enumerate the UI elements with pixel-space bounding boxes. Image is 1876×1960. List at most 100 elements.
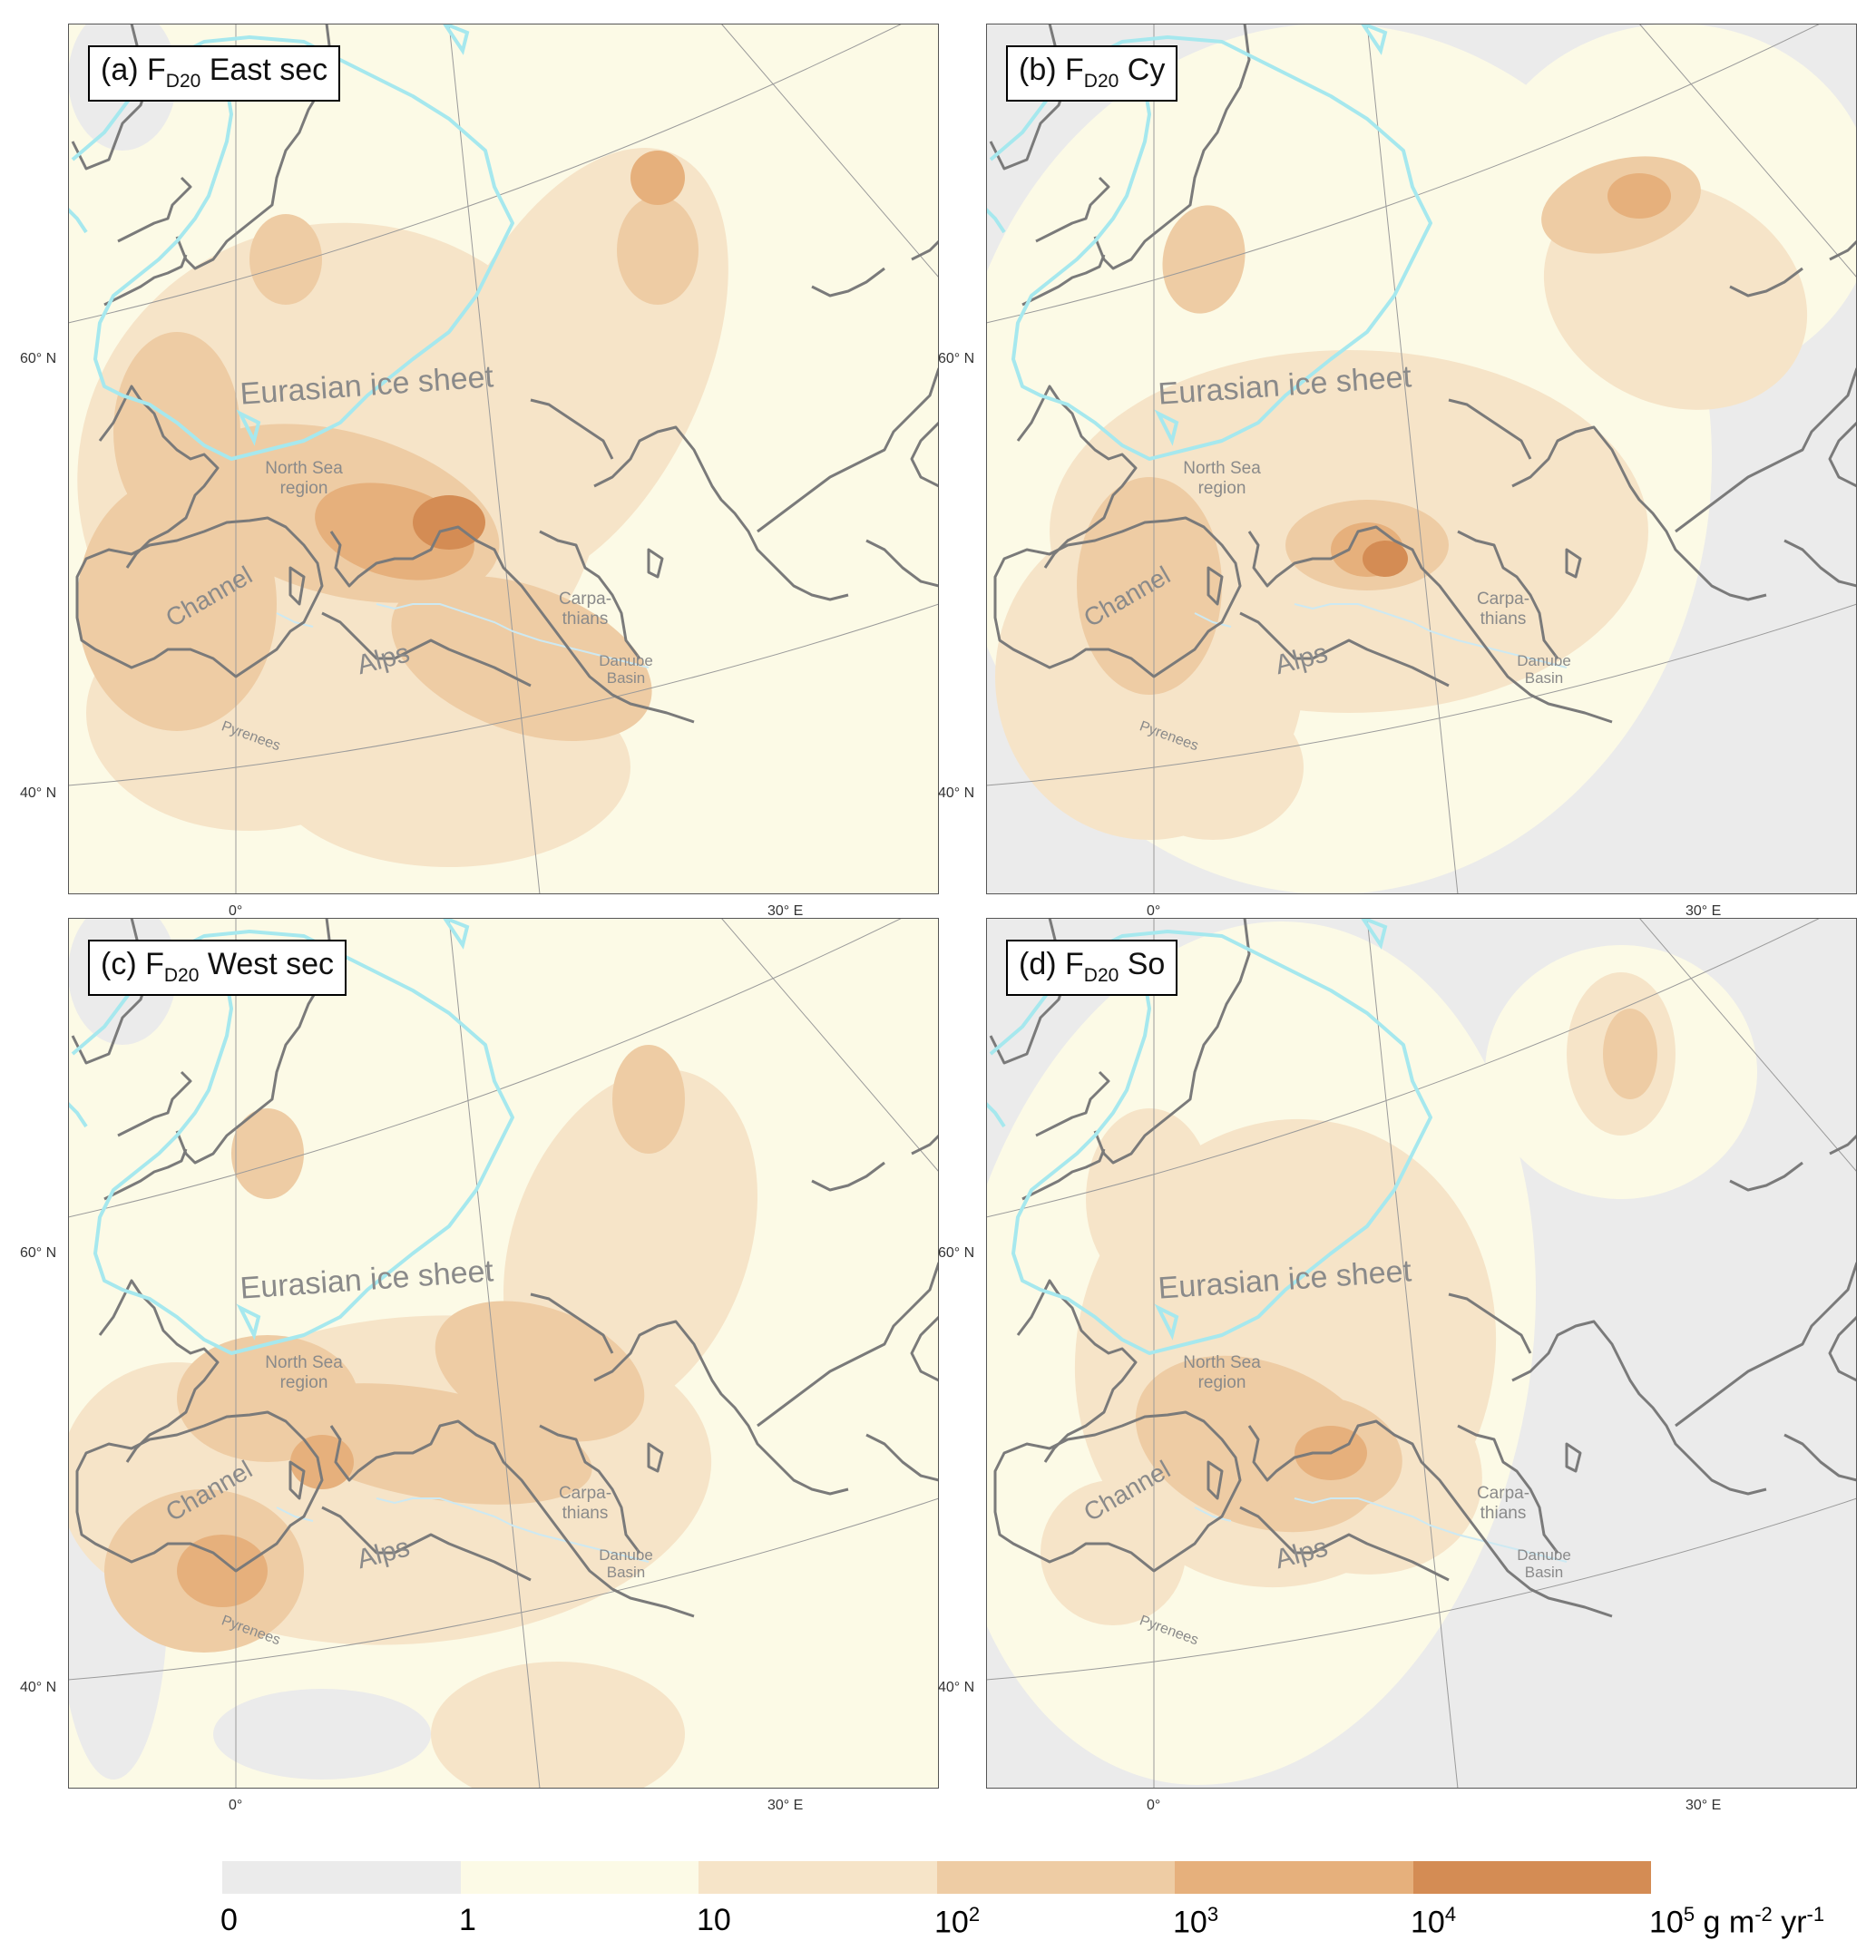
- flux-contour: [231, 1108, 304, 1199]
- danube-basin-label: Danube: [1517, 1546, 1571, 1564]
- lon-0-label-b: 0°: [1147, 903, 1161, 919]
- coastline: [1828, 421, 1857, 488]
- lat-60-label-a: 60° N: [20, 351, 57, 366]
- flux-contour: [1363, 541, 1408, 577]
- panel-title-subscript: D20: [163, 964, 200, 986]
- coastline: [593, 1320, 849, 1496]
- carpathians-label: thians: [1480, 1504, 1527, 1523]
- coastline: [1239, 1506, 1450, 1582]
- flux-contour: [1041, 1480, 1186, 1625]
- lon-0-label-a: 0°: [229, 903, 243, 919]
- coastline: [1021, 1148, 1106, 1201]
- carpathians-label: Carpa-: [1477, 1484, 1529, 1503]
- flux-contour: [391, 575, 652, 742]
- graticule-line: [448, 918, 541, 1789]
- danube-basin-label: Danube: [1517, 652, 1571, 669]
- danube-basin-label: Basin: [1525, 1564, 1564, 1581]
- danube-basin-label: Danube: [599, 1546, 653, 1564]
- coastline: [1675, 367, 1857, 533]
- coastline: [911, 239, 939, 261]
- coastline: [530, 1292, 614, 1354]
- coastline: [1035, 176, 1110, 243]
- coastline: [1448, 1292, 1532, 1354]
- colorbar: [222, 1861, 1651, 1894]
- colorbar-label-6: 105 g m-2 yr-1: [1649, 1903, 1825, 1940]
- map-panel-d: Eurasian ice sheet North Sea region Channel…: [986, 918, 1857, 1789]
- coastline: [865, 539, 939, 588]
- north-sea-label: North Sea: [265, 459, 343, 478]
- lat-60-label-b: 60° N: [938, 351, 975, 366]
- north-sea-label: region: [1198, 479, 1246, 498]
- danube-basin-label: Basin: [607, 1564, 646, 1581]
- panel-title-subscript: D20: [165, 70, 201, 92]
- graticule-line: [68, 1497, 939, 1681]
- coastline: [98, 385, 220, 569]
- lon-30-label-d: 30° E: [1685, 1798, 1722, 1813]
- colorbar-bin-2: [699, 1861, 937, 1894]
- flux-contour: [77, 477, 277, 731]
- flux-contour: [413, 495, 485, 550]
- coastline: [1729, 1161, 1803, 1192]
- coastline: [1207, 1460, 1224, 1500]
- coastline: [647, 548, 664, 579]
- north-sea-label: North Sea: [1183, 1353, 1261, 1372]
- panel-title-subscript: D20: [1083, 70, 1119, 92]
- coastline: [1457, 530, 1559, 659]
- river-line: [1294, 603, 1568, 668]
- flux-contour: [1086, 1108, 1213, 1290]
- ice-sheet-outline: [236, 1303, 261, 1341]
- ice-sheet-outline: [442, 24, 470, 55]
- coastline: [1457, 1424, 1559, 1554]
- colorbar-bin-1: [460, 1861, 699, 1894]
- carpathians-label: Carpa-: [559, 1484, 611, 1503]
- graticule-line: [986, 1497, 1857, 1681]
- river-line: [276, 1507, 314, 1522]
- coastline: [993, 1410, 1242, 1573]
- coastline: [811, 1161, 885, 1192]
- coastline: [811, 267, 885, 297]
- coastline: [1829, 1134, 1857, 1156]
- coastline: [98, 1279, 220, 1463]
- coastline: [911, 1134, 939, 1156]
- panel-title-prefix: (c) F: [101, 947, 164, 981]
- lon-0-label-c: 0°: [229, 1798, 243, 1813]
- ice-sheet-outline: [986, 207, 1006, 234]
- coastline: [1783, 539, 1857, 588]
- colorbar-bin-3: [936, 1861, 1175, 1894]
- coastline: [1829, 239, 1857, 261]
- carpathians-label: thians: [562, 609, 609, 629]
- coastline: [288, 1460, 306, 1500]
- graticule-line: [720, 24, 939, 278]
- flux-contour: [249, 214, 322, 305]
- coastline: [539, 1424, 641, 1554]
- lon-30-label-a: 30° E: [767, 903, 804, 919]
- flux-contour: [1122, 695, 1304, 840]
- panel-title-suffix: West sec: [199, 947, 335, 981]
- ice-sheet-outline: [442, 918, 470, 950]
- coastline: [1035, 1070, 1110, 1137]
- panel-title-b: (b) FD20 Cy: [1006, 45, 1178, 102]
- coastline: [1828, 1315, 1857, 1382]
- ice-sheet-outline: [236, 409, 261, 446]
- coastline: [1016, 1279, 1138, 1463]
- map-frame: [68, 918, 939, 1789]
- graticule-line: [68, 918, 904, 1218]
- map-frame: [986, 918, 1857, 1789]
- map-frame: [986, 24, 1857, 894]
- map-panel-b: Eurasian ice sheet North Sea region Channel…: [986, 24, 1857, 894]
- coastline: [1565, 1442, 1582, 1473]
- graticule-line: [1366, 24, 1459, 894]
- ice-sheet-outline: [68, 1101, 88, 1128]
- coastline: [910, 421, 939, 488]
- colorbar-label-3: 102: [934, 1903, 981, 1940]
- panel-title-suffix: East sec: [200, 53, 328, 87]
- coastline: [1239, 611, 1450, 687]
- coastline: [1093, 918, 1251, 1165]
- colorbar-label-4: 103: [1173, 1903, 1219, 1940]
- danube-basin-label: Danube: [599, 652, 653, 669]
- coastline: [103, 254, 188, 307]
- panel-title-suffix: So: [1119, 947, 1166, 981]
- coastline: [103, 1148, 188, 1201]
